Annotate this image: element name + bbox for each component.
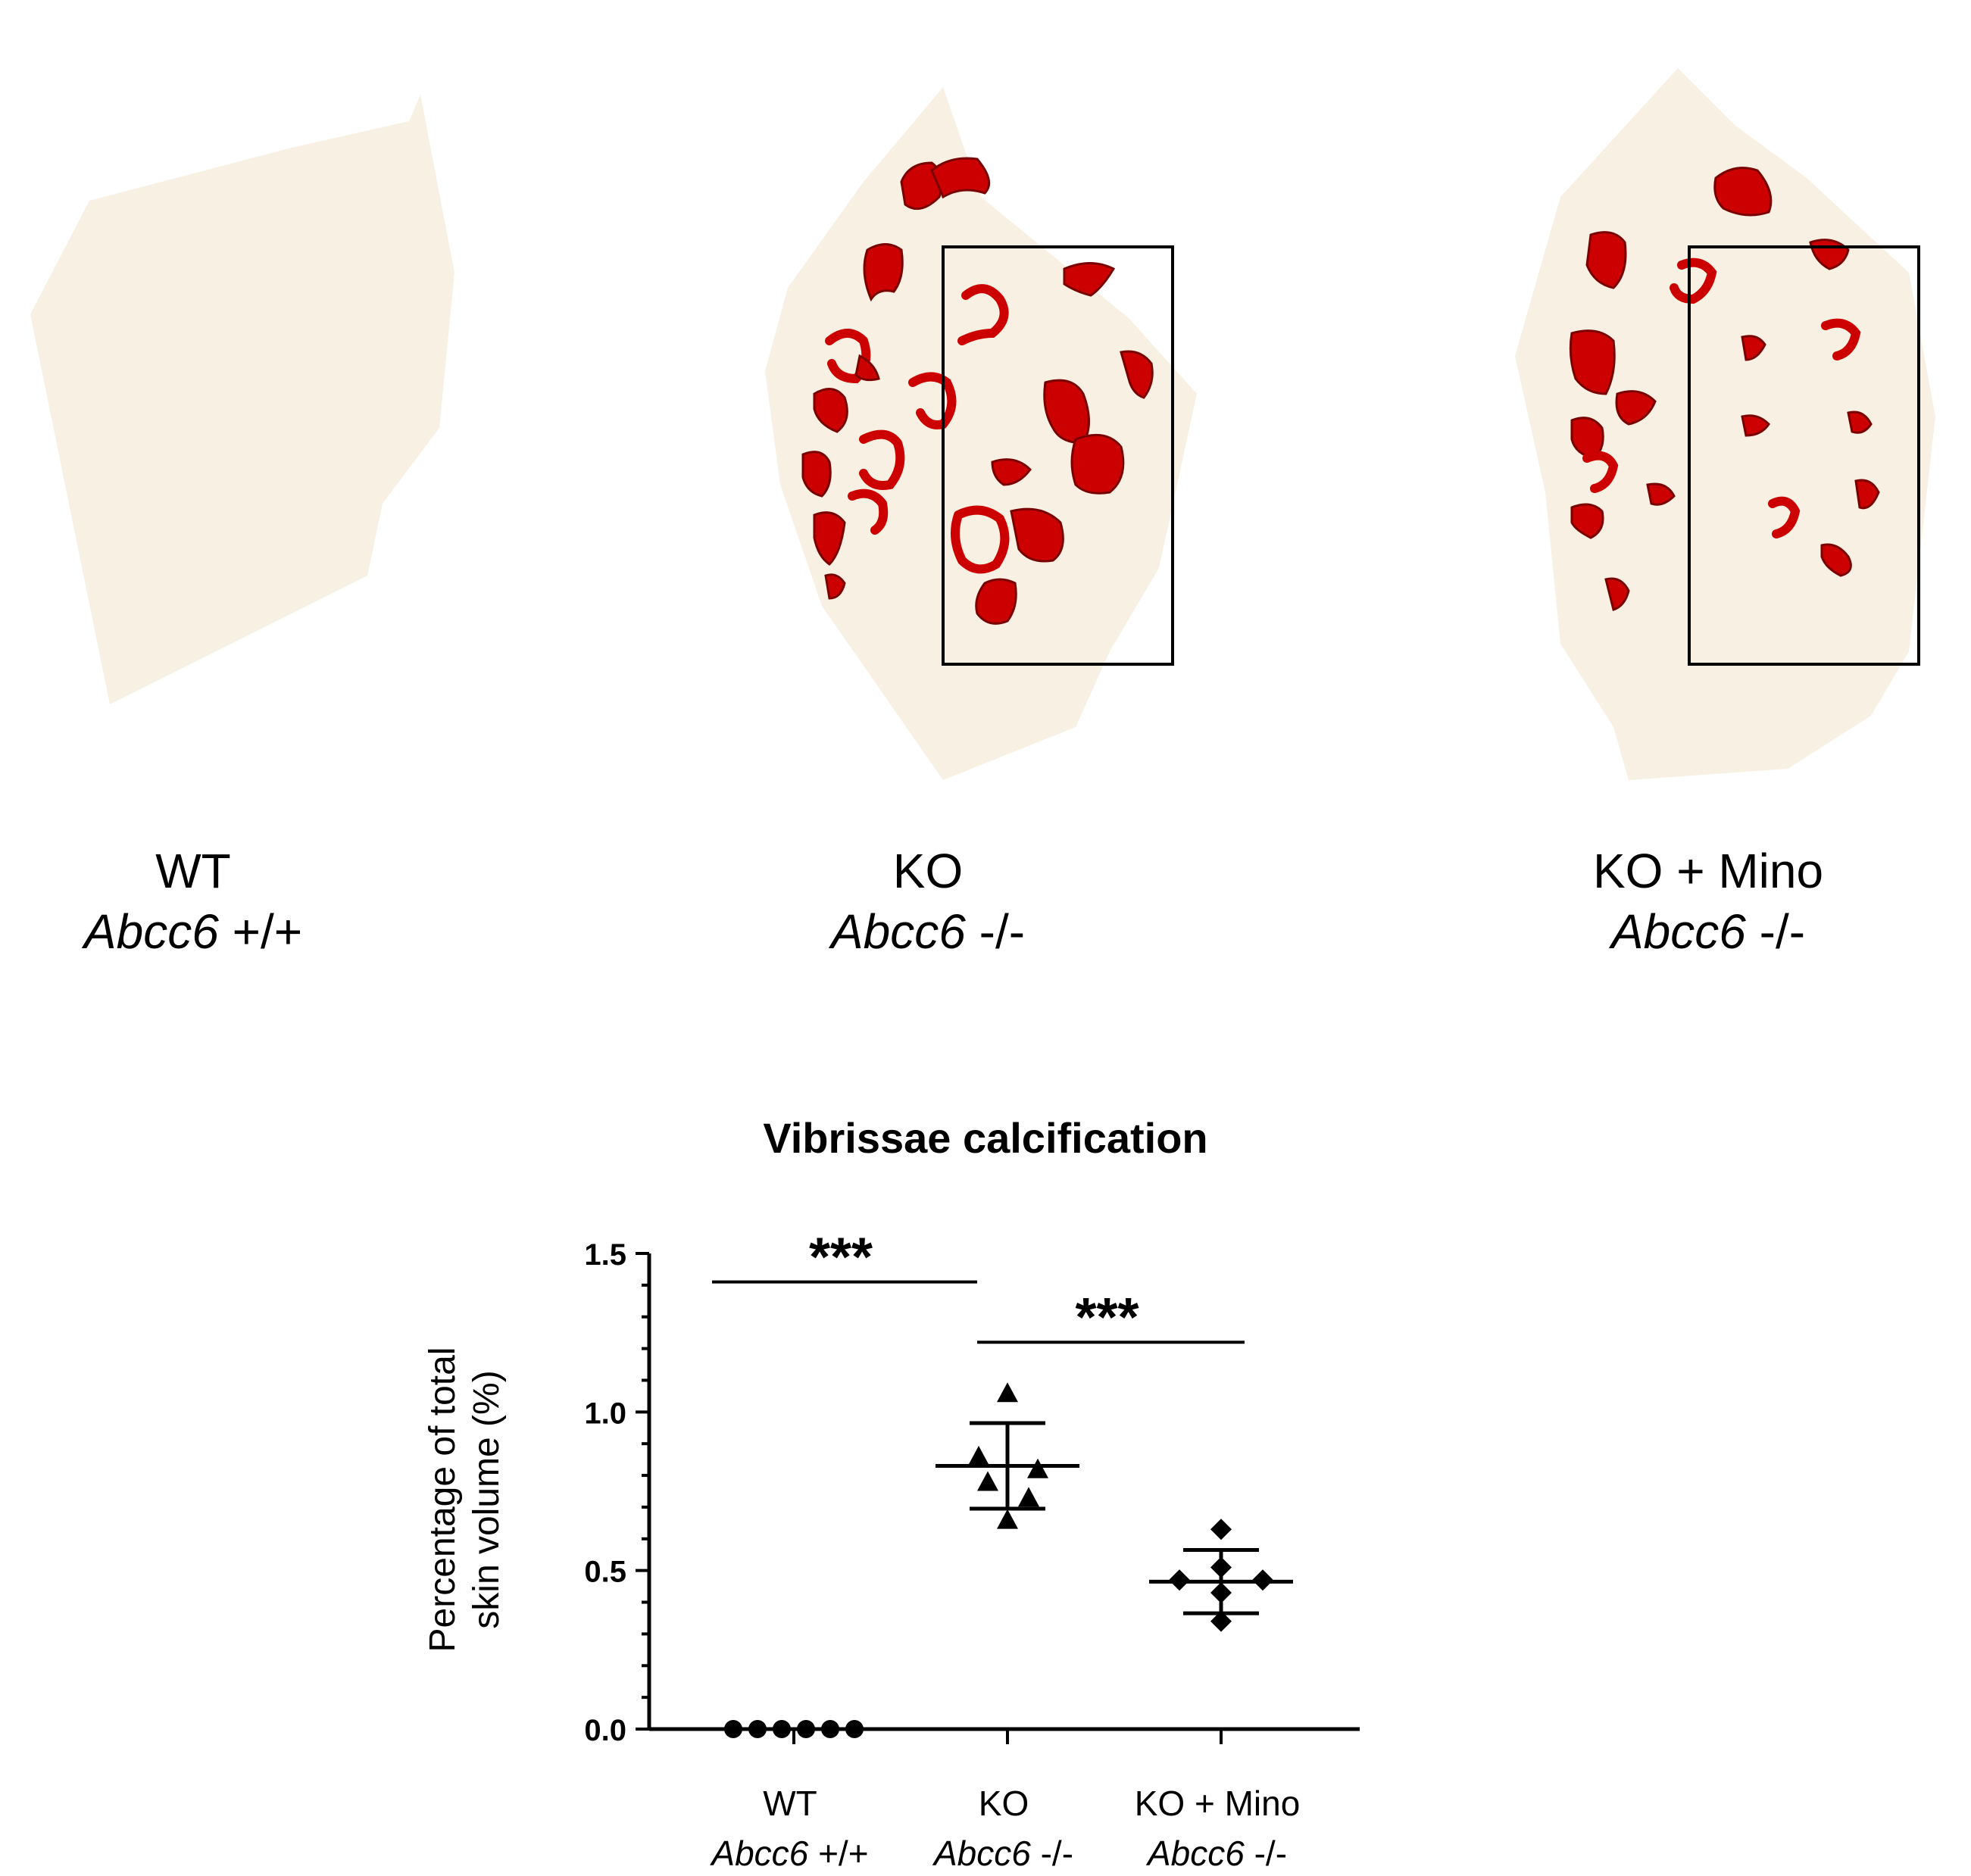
calcification-deposit	[1847, 410, 1873, 434]
panel-label-ko: KO Abcc6 -/-	[776, 841, 1079, 962]
calcification-ring	[1768, 496, 1801, 538]
calcification-deposit	[801, 451, 832, 498]
calcification-deposit	[1741, 335, 1766, 361]
calcification-deposit	[1615, 390, 1657, 426]
sublabel-allele: -/-	[1254, 1834, 1287, 1873]
y-label-line2: skin volume (%)	[467, 1370, 507, 1628]
x-tick-sublabel: Abcc6 +/+	[709, 1834, 868, 1873]
chart-title: Vibrissae calcification	[763, 1114, 1208, 1162]
data-point	[997, 1382, 1018, 1403]
y-tick-label: 0.5	[584, 1556, 626, 1589]
calcification-ring	[1821, 318, 1861, 361]
calcification-deposit	[1070, 433, 1125, 495]
data-point	[1027, 1458, 1048, 1478]
data-point	[748, 1720, 767, 1738]
y-tick-label: 1.5	[584, 1238, 626, 1272]
calcification-deposit	[824, 573, 846, 600]
panel-name: WT	[155, 844, 231, 898]
calcification-deposit	[1713, 167, 1773, 217]
data-point	[977, 1471, 998, 1491]
calcification-deposit	[975, 578, 1017, 625]
calcification-deposit	[1646, 482, 1676, 506]
data-point	[997, 1509, 1018, 1529]
data-point	[797, 1720, 815, 1738]
data-point	[773, 1720, 791, 1738]
calcification-deposit	[991, 458, 1032, 486]
x-tick-label: KO + Mino	[1135, 1784, 1301, 1823]
calcification-ring	[859, 429, 905, 490]
data-point	[968, 1445, 989, 1466]
calcification-ring	[1582, 451, 1619, 493]
ko-mino-zoom-box	[1688, 245, 1920, 666]
sublabel-allele: -/-	[1041, 1834, 1073, 1873]
calcification-deposit	[1854, 479, 1880, 510]
data-point	[1210, 1610, 1232, 1632]
calcification-ring	[951, 505, 1010, 574]
calcification-deposit	[1569, 329, 1616, 395]
calcification-deposit	[1010, 507, 1064, 563]
x-tick-sublabel: Abcc6 -/-	[932, 1834, 1073, 1873]
micro-ct-panels	[30, 68, 1935, 780]
significance-label: ***	[1075, 1288, 1139, 1348]
significance-label: ***	[809, 1228, 873, 1288]
data-point	[1018, 1487, 1039, 1507]
calcification-deposit	[1604, 577, 1630, 611]
data-point	[724, 1720, 742, 1738]
calcification-deposit	[1120, 350, 1154, 399]
wt-tissue-render	[30, 95, 454, 704]
sublabel-gene: Abcc6	[709, 1834, 818, 1873]
y-label-line1: Percentage of total	[423, 1347, 463, 1653]
panel-label-wt: WT Abcc6 +/+	[42, 841, 345, 962]
calcification-ring	[1670, 258, 1717, 304]
y-axis-label: Percentage of total skin volume (%)	[423, 1347, 507, 1653]
calcification-deposit	[930, 157, 991, 199]
ko-mino-calcification-deposits	[1569, 167, 1880, 611]
ko-zoom-box	[942, 245, 1174, 666]
calcification-deposit	[1741, 414, 1770, 437]
panel-label-ko-mino: KO + Mino Abcc6 -/-	[1557, 841, 1860, 962]
calcification-deposit	[1570, 417, 1604, 460]
panel-genotype: Abcc6 -/-	[1610, 904, 1806, 959]
panel-name: KO + Mino	[1592, 844, 1824, 898]
sublabel-gene: Abcc6	[932, 1834, 1041, 1873]
data-point	[1210, 1519, 1232, 1540]
calcification-ring	[848, 489, 889, 535]
ko-tissue-render	[765, 87, 1197, 780]
calcification-deposit	[1585, 231, 1627, 289]
calcification-deposit	[1820, 543, 1852, 577]
data-point	[821, 1720, 839, 1738]
calcification-deposit	[1570, 503, 1604, 539]
panel-genotype: Abcc6 +/+	[83, 904, 303, 959]
ko-calcification-deposits	[801, 157, 1154, 625]
y-tick-label: 0.0	[584, 1714, 626, 1747]
x-tick-label: KO	[979, 1784, 1029, 1823]
sublabel-gene: Abcc6	[1145, 1834, 1254, 1873]
panel-name: KO	[892, 844, 964, 898]
x-tick-label: WT	[763, 1784, 817, 1823]
data-point	[845, 1720, 864, 1738]
sublabel-allele: +/+	[818, 1834, 869, 1873]
panel-genotype: Abcc6 -/-	[830, 904, 1026, 959]
x-tick-sublabel: Abcc6 -/-	[1145, 1834, 1287, 1873]
calcification-ring	[908, 372, 957, 429]
calcification-deposit	[813, 388, 848, 433]
calcification-deposit	[1063, 262, 1116, 297]
calcification-deposit	[813, 511, 846, 566]
ko-mino-tissue-render	[1515, 68, 1935, 780]
calcification-deposit	[854, 354, 880, 382]
calcification-deposit	[863, 243, 904, 302]
y-tick-label: 1.0	[584, 1397, 626, 1430]
calcification-ring	[957, 284, 1009, 345]
